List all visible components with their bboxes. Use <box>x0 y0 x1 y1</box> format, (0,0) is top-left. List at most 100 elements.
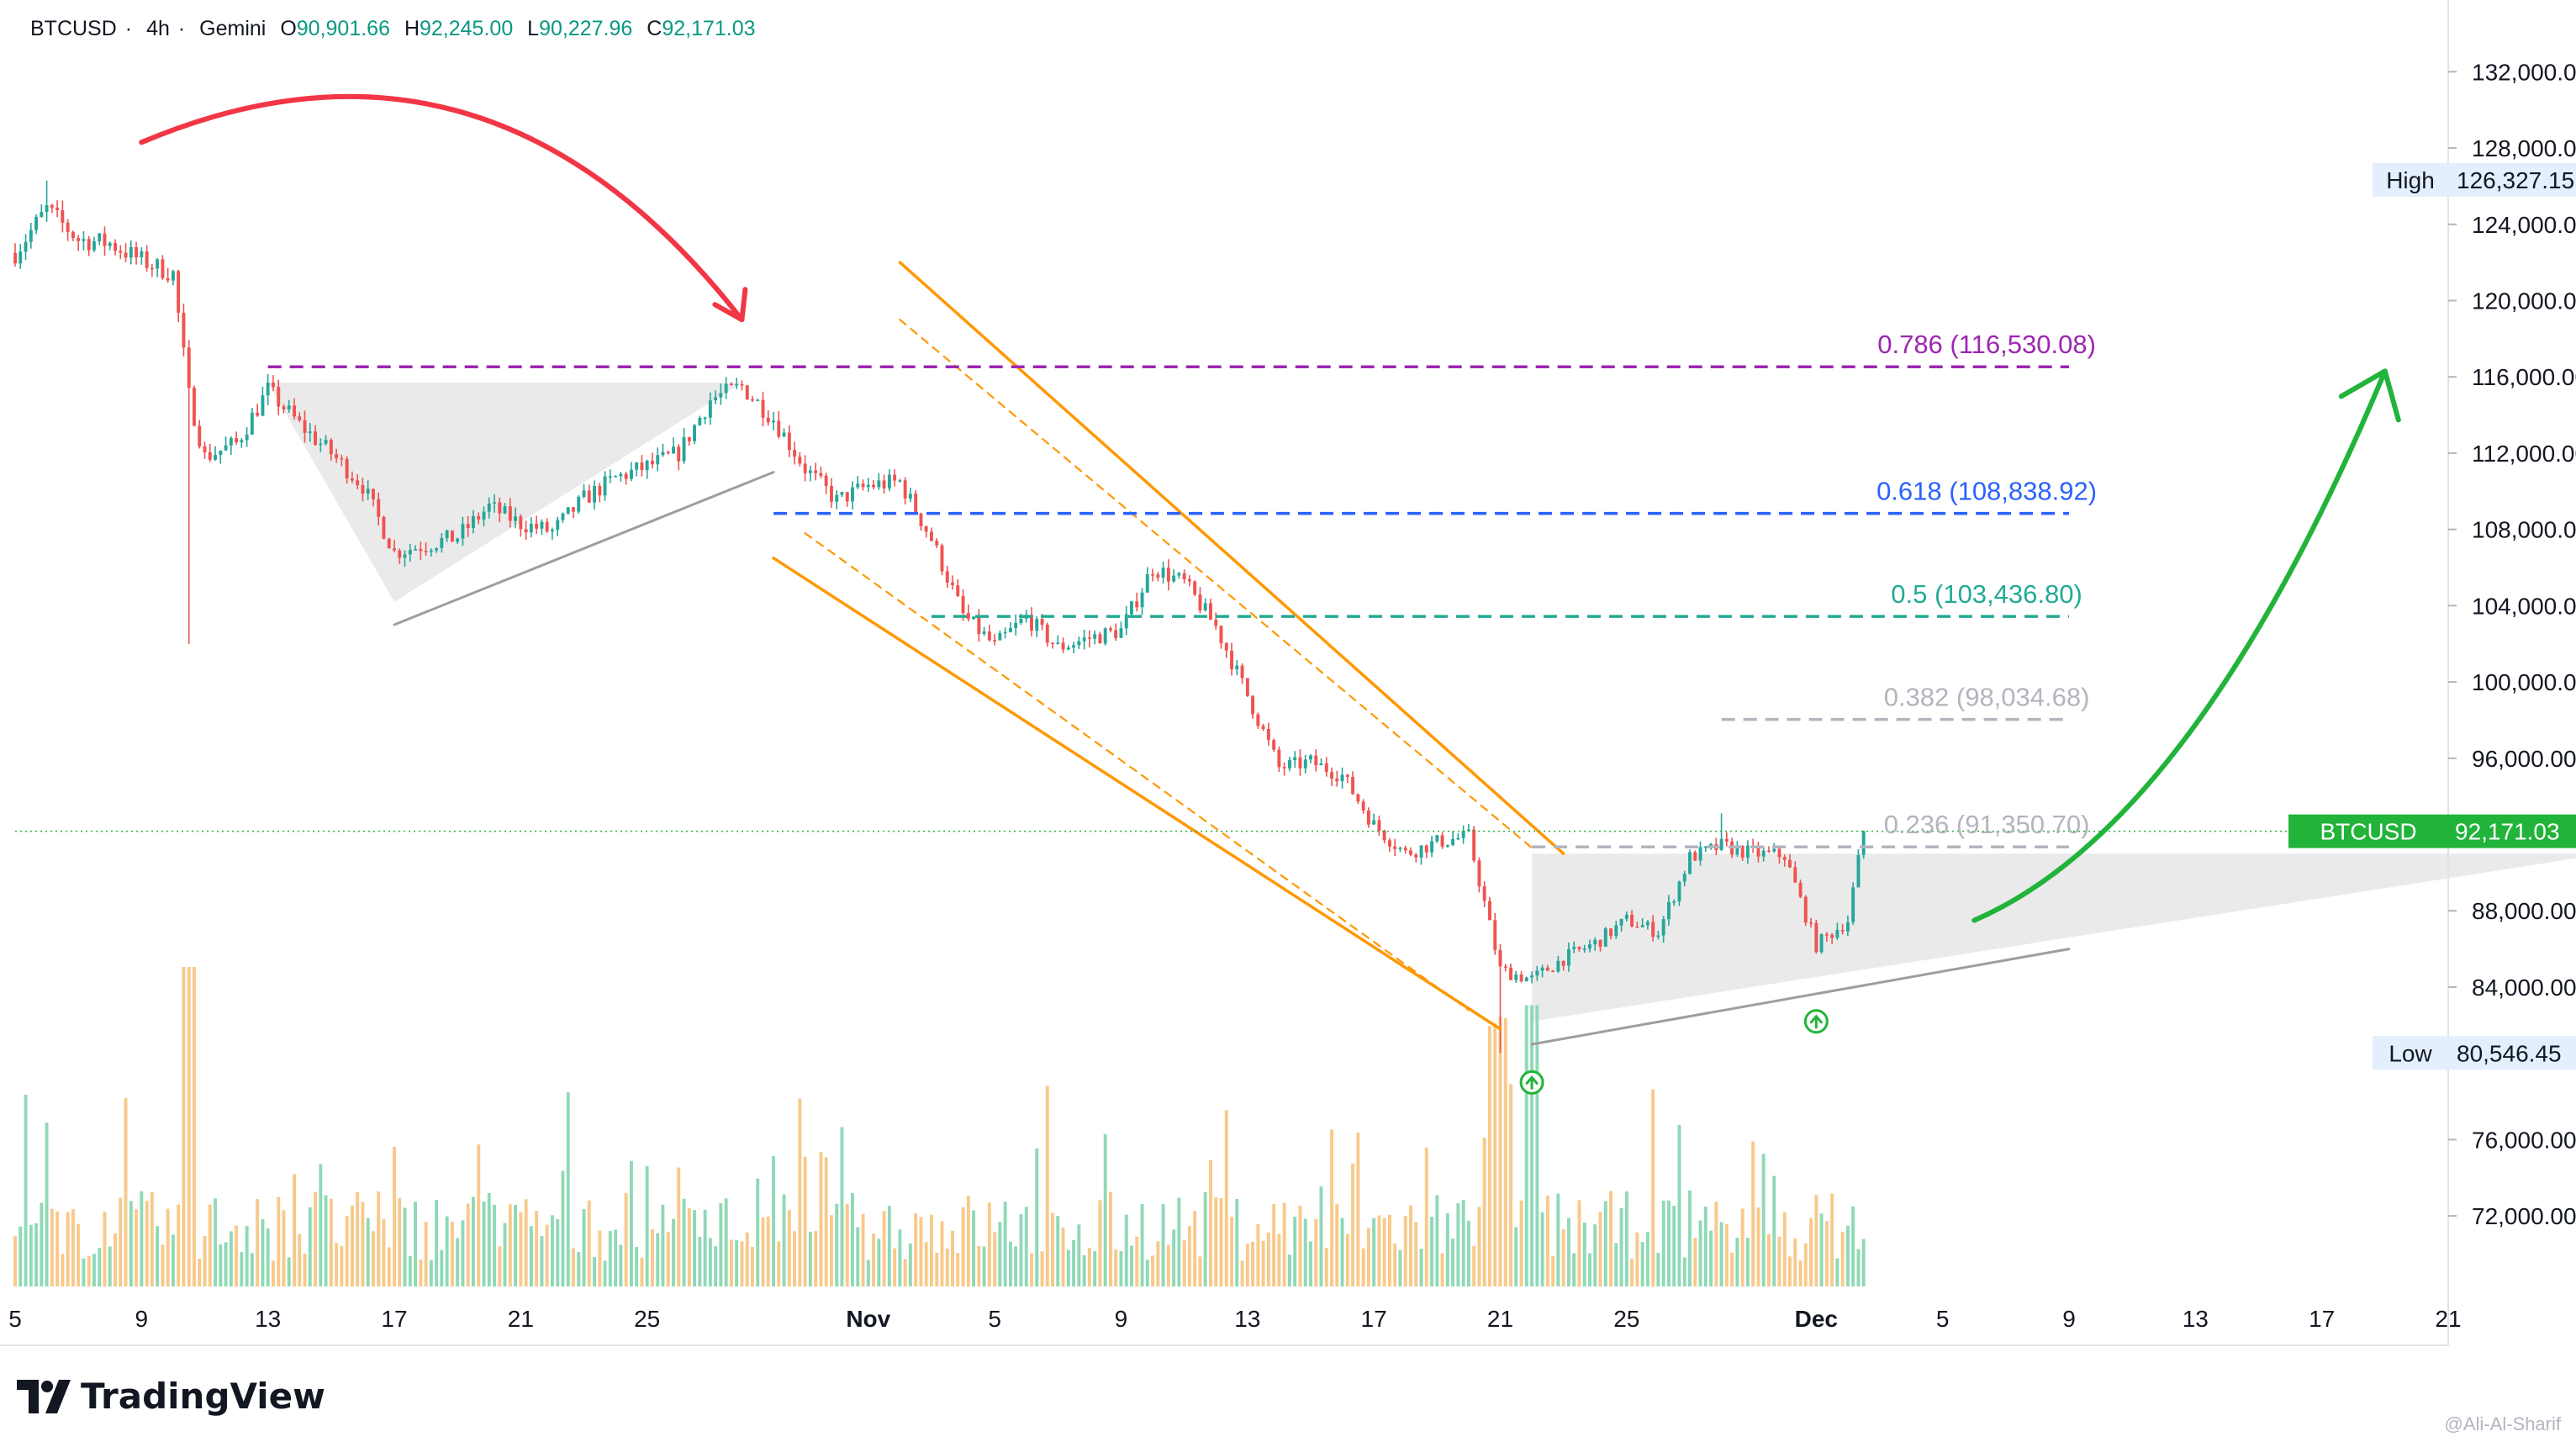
author-watermark: @Ali-Al-Sharif <box>2444 1413 2561 1434</box>
volume-bar <box>398 1197 402 1286</box>
volume-bar <box>182 967 186 1286</box>
candle-body <box>824 475 828 487</box>
volume-bar <box>924 1242 928 1286</box>
volume-bar <box>1656 1253 1660 1286</box>
symbol-header[interactable]: BTCUSD · 4h · Gemini O90,901.66 H92,245.00… <box>30 17 764 41</box>
volume-bar <box>1361 1248 1365 1286</box>
volume-bar <box>1003 1202 1007 1286</box>
volume-bar <box>250 1253 254 1286</box>
candle-body <box>524 529 528 533</box>
candle-body <box>29 230 33 242</box>
candle-body <box>1445 844 1449 847</box>
volume-bar <box>1056 1216 1060 1286</box>
volume-bar <box>45 1122 49 1286</box>
volume-bar <box>593 1256 596 1286</box>
candle-body <box>1324 763 1328 773</box>
candle-body <box>177 271 181 313</box>
candle-body <box>1340 774 1344 782</box>
volume-bar <box>451 1222 454 1286</box>
time-tick-label: 17 <box>2309 1306 2335 1332</box>
volume-bar <box>661 1204 665 1286</box>
candle-body <box>919 513 923 526</box>
candle-body <box>603 476 607 496</box>
candle-body <box>1545 967 1549 971</box>
volume-bar <box>1430 1217 1433 1286</box>
volume-bar <box>435 1200 439 1286</box>
volume-bar <box>256 1199 260 1286</box>
time-tick-label: 21 <box>2435 1306 2461 1332</box>
candle-body <box>1777 848 1782 858</box>
symbol-name[interactable]: BTCUSD <box>30 17 117 40</box>
volume-bar <box>1767 1233 1771 1286</box>
candle-body <box>1798 882 1803 897</box>
volume-bar <box>1266 1232 1270 1286</box>
candle-body <box>119 251 123 253</box>
volume-bar <box>1456 1203 1460 1286</box>
candle-body <box>493 502 496 504</box>
high-value: 92,245.00 <box>420 17 514 40</box>
candle-body <box>329 440 333 455</box>
tradingview-logo[interactable]: TradingView <box>17 1376 325 1417</box>
volume-bar <box>1193 1211 1197 1286</box>
price-tick-label: 116,000.00 <box>2472 364 2576 390</box>
candle-body <box>751 399 754 401</box>
volume-bar <box>287 1257 291 1286</box>
time-axis[interactable]: 5 9 13 17 21 25 Nov 5 9 13 17 21 25 Dec 5 9 13 17 21 <box>8 1306 2461 1332</box>
price-tick-label: 104,000.00 <box>2472 593 2576 619</box>
volume-bar <box>1219 1198 1223 1286</box>
candle-body <box>403 554 407 558</box>
candle-body <box>908 494 912 499</box>
extreme-value: 80,546.45 <box>2457 1040 2562 1066</box>
price-tick-label: 72,000.00 <box>2472 1203 2576 1229</box>
candle-body <box>1040 619 1044 625</box>
candle-body <box>903 480 907 499</box>
candle-body <box>1109 628 1112 631</box>
candle-body <box>1361 801 1365 811</box>
candle-body <box>598 486 602 496</box>
candle-body <box>1540 967 1544 971</box>
candle-body <box>698 418 702 425</box>
candle-body <box>124 252 128 258</box>
symbol-price-tag-label: BTCUSD <box>2320 819 2416 845</box>
volume-bar <box>366 1218 370 1286</box>
volume-bar <box>1388 1214 1391 1286</box>
volume-bar <box>372 1231 375 1286</box>
price-tick-label: 96,000.00 <box>2472 746 2576 772</box>
candle-body <box>835 494 839 502</box>
candle-body <box>1366 811 1370 825</box>
volume-bar <box>424 1222 428 1286</box>
volume-bar <box>640 1257 644 1286</box>
volume-bar <box>1161 1204 1165 1286</box>
candle-body <box>356 480 360 486</box>
volume-bar <box>903 1259 907 1286</box>
volume-bar <box>908 1243 912 1286</box>
symbol-interval[interactable]: 4h <box>146 17 170 40</box>
candle-body <box>1456 837 1460 840</box>
candle-body <box>798 457 802 464</box>
extreme-tag <box>2373 163 2448 198</box>
volume-bar <box>245 1225 249 1286</box>
volume-bar <box>1803 1243 1808 1286</box>
volume-bar <box>1577 1200 1581 1286</box>
candle-body <box>1840 930 1845 932</box>
volume-bar <box>403 1207 407 1286</box>
volume-bar <box>493 1204 496 1286</box>
candle-body <box>187 347 191 388</box>
time-tick-label: 21 <box>1487 1306 1513 1332</box>
volume-bar <box>82 1258 86 1286</box>
extreme-value: 126,327.15 <box>2457 167 2574 193</box>
candle-body <box>735 383 739 386</box>
volume-bar <box>1445 1212 1449 1286</box>
volume-bar <box>719 1203 723 1286</box>
price-axis[interactable]: 132,000.00 128,000.00 124,000.00 120,000.00… <box>0 0 2576 1346</box>
volume-bar <box>887 1206 891 1286</box>
extreme-value-tag <box>2448 1036 2576 1070</box>
channel-mid-line <box>899 319 1533 849</box>
volume-bar <box>603 1260 607 1286</box>
candle-body <box>498 502 502 514</box>
time-tick-label: 25 <box>1613 1306 1639 1332</box>
candle-body <box>1235 665 1239 669</box>
volume-bar <box>1798 1260 1803 1286</box>
volume-bar <box>877 1239 881 1286</box>
